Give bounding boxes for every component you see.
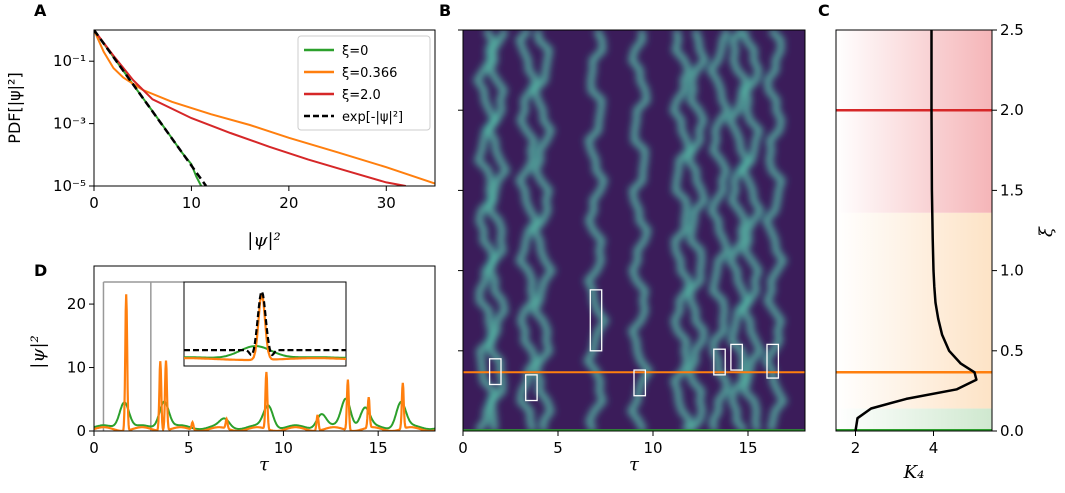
zone-fade bbox=[836, 30, 992, 431]
panel-d-xtick-label: 10 bbox=[274, 439, 293, 457]
panel-c-ytick-label: 2.5 bbox=[1000, 21, 1024, 39]
panel-a-xtick-label: 30 bbox=[377, 194, 396, 212]
panel-d-ytick-label: 20 bbox=[67, 295, 86, 313]
panel-b-xtick-label: 5 bbox=[553, 439, 563, 457]
panel-a-xtick-label: 20 bbox=[279, 194, 298, 212]
legend-entry: ξ=2.0 bbox=[342, 88, 381, 103]
panel-b-xlabel: τ bbox=[629, 454, 640, 475]
heatmap-streak-core bbox=[475, 30, 497, 431]
heatmap-streak-core bbox=[585, 30, 607, 431]
highlight-box bbox=[730, 343, 743, 371]
panel-a-ylabel: PDF[|ψ|²] bbox=[5, 72, 24, 143]
panel-d-inset bbox=[183, 281, 347, 367]
panel-a-legend: ξ=0 ξ=0.366 ξ=2.0 exp[-|ψ|²] bbox=[297, 35, 431, 131]
panel-d-xtick-label: 5 bbox=[184, 439, 194, 457]
panel-d-xtick-label: 15 bbox=[369, 439, 388, 457]
panel-a-ytick-label: 10⁻⁵ bbox=[53, 177, 86, 195]
panel-c-ylabel: ξ bbox=[1036, 226, 1057, 237]
panel-c-xtick-label: 2 bbox=[851, 439, 861, 457]
panel-a-ytick-label: 10⁻¹ bbox=[53, 52, 86, 70]
heatmap-streak-core bbox=[486, 30, 508, 431]
highlight-box bbox=[589, 289, 603, 352]
panel-letter-a: A bbox=[34, 1, 47, 20]
panel-c-xlabel: K₄ bbox=[903, 462, 925, 483]
panel-c-ytick-label: 2.0 bbox=[1000, 101, 1024, 119]
panel-c-ytick-label: 1.5 bbox=[1000, 181, 1024, 199]
panel-a-xtick-label: 10 bbox=[182, 194, 201, 212]
panel-d-ytick-label: 10 bbox=[67, 359, 86, 377]
panel-c-ytick-label: 1.0 bbox=[1000, 262, 1024, 280]
panel-a-series-2 bbox=[94, 30, 406, 186]
panel-letter-b: B bbox=[439, 1, 451, 20]
panel-d-frame bbox=[93, 265, 436, 432]
heatmap-streak-core bbox=[708, 30, 730, 431]
panel-d-xtick-label: 0 bbox=[89, 439, 99, 457]
highlight-box bbox=[713, 348, 726, 376]
legend-entry: ξ=0.366 bbox=[342, 66, 397, 81]
heatmap-streak-core bbox=[532, 30, 554, 431]
panel-a-pdf-chart: 0 10 20 30 10⁻¹ 10⁻³ 10⁻⁵ ξ=0 ξ=0.366 ξ=2.0 exp[-… bbox=[5, 29, 436, 251]
highlight-box bbox=[525, 374, 538, 402]
heatmap-streak-core bbox=[671, 30, 693, 431]
inset-dashed-fit bbox=[184, 289, 346, 357]
panel-d-ytick-label: 0 bbox=[76, 422, 86, 440]
panel-b-xtick-label: 10 bbox=[643, 439, 662, 457]
legend-box bbox=[297, 35, 431, 131]
panel-c-kurtosis: 2 4 0.0 0.5 1.0 1.5 2.0 2.5 K₄ ξ bbox=[835, 21, 1057, 483]
heatmap-streak-core bbox=[686, 30, 707, 431]
panel-a-series-3 bbox=[94, 30, 208, 186]
panel-d-xlabel: τ bbox=[259, 454, 270, 475]
panel-a-ytick-label: 10⁻³ bbox=[53, 115, 86, 133]
legend-entry: exp[-|ψ|²] bbox=[342, 110, 403, 125]
kurtosis-curve bbox=[854, 30, 978, 431]
panel-b-xtick-label: 15 bbox=[738, 439, 757, 457]
panel-b-xtick-label: 0 bbox=[458, 439, 468, 457]
panel-c-ytick-label: 0.5 bbox=[1000, 342, 1024, 360]
heatmap-streak-core bbox=[741, 30, 763, 431]
panel-letter-c: C bbox=[818, 1, 830, 20]
highlight-box bbox=[488, 358, 502, 386]
legend-entry: ξ=0 bbox=[342, 44, 368, 59]
panel-letter-d: D bbox=[34, 261, 47, 280]
heatmap-streak-core bbox=[764, 30, 786, 431]
panel-d-ylabel: |ψ|² bbox=[28, 335, 49, 368]
panel-d-intensity: 0 5 10 15 0 10 20 τ |ψ|² bbox=[28, 265, 436, 475]
panel-a-xtick-label: 0 bbox=[89, 194, 99, 212]
highlight-box bbox=[633, 369, 647, 397]
highlight-box bbox=[766, 343, 780, 379]
heatmap-streak-core bbox=[629, 30, 651, 431]
panel-c-xtick-label: 4 bbox=[929, 439, 939, 457]
panel-a-frame bbox=[93, 29, 436, 187]
panel-c-ytick-label: 0.0 bbox=[1000, 422, 1024, 440]
panel-b-frame bbox=[462, 29, 806, 432]
panel-d-orange-line bbox=[94, 294, 435, 431]
panel-a-series-1 bbox=[94, 30, 435, 185]
heatmap-streak-core bbox=[517, 30, 539, 431]
heatmap-streak-core bbox=[727, 30, 749, 431]
panel-b-heatmap: 0 5 10 15 τ bbox=[458, 29, 806, 475]
panel-c-frame bbox=[835, 29, 993, 432]
panel-a-xlabel: |ψ|² bbox=[247, 230, 280, 251]
